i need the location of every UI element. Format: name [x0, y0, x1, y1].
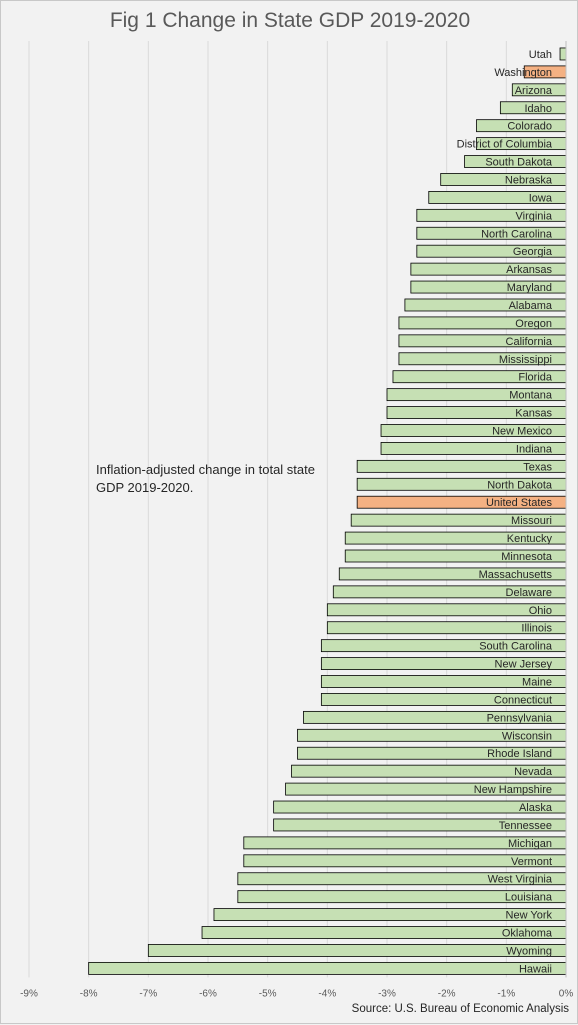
category-label: Washington [494, 67, 552, 79]
category-label: Arkansas [506, 264, 552, 276]
category-label: Virginia [516, 210, 553, 222]
x-tick-label: -2% [438, 988, 456, 999]
category-label: Nevada [514, 766, 553, 778]
category-label: New Jersey [495, 659, 553, 671]
x-tick-label: -4% [318, 988, 336, 999]
category-label: Connecticut [494, 694, 552, 706]
category-label: Maryland [507, 282, 552, 294]
category-label: Louisiana [505, 892, 553, 904]
category-label: Missouri [511, 515, 552, 527]
category-label: Indiana [516, 443, 553, 455]
category-label: South Dakota [485, 157, 553, 169]
category-label: Georgia [513, 246, 553, 258]
category-label: Idaho [524, 103, 552, 115]
category-label: Montana [509, 390, 553, 402]
bar [88, 961, 567, 975]
category-label: Massachusetts [479, 569, 553, 581]
category-label: Maine [522, 677, 552, 689]
x-tick-label: -1% [497, 988, 515, 999]
category-label: Kansas [515, 408, 552, 420]
x-tick-label: -8% [80, 988, 98, 999]
category-label: North Dakota [487, 479, 553, 491]
category-label: Iowa [529, 192, 553, 204]
category-label: Hawaii [519, 963, 552, 975]
category-label: Illinois [521, 623, 552, 635]
category-label: Colorado [507, 121, 552, 133]
category-label: Vermont [511, 856, 552, 868]
bar [147, 944, 567, 957]
category-label: Nebraska [505, 174, 553, 186]
category-label: New Mexico [492, 425, 552, 437]
category-label: Utah [529, 49, 552, 61]
x-tick-label: -5% [259, 988, 277, 999]
category-label: North Carolina [481, 228, 553, 240]
x-tick-label: -9% [20, 988, 38, 999]
category-label: Tennessee [499, 820, 552, 832]
category-label: California [506, 336, 553, 348]
category-label: New Hampshire [474, 784, 552, 796]
category-label: Wisconsin [502, 730, 552, 742]
category-label: United States [486, 497, 553, 509]
category-label: New York [506, 910, 553, 922]
source-note: Source: U.S. Bureau of Economic Analysis [351, 1003, 569, 1015]
x-tick-label: 0% [559, 988, 574, 999]
chart-annotation: Inflation-adjusted change in total state… [96, 462, 315, 495]
category-label: Kentucky [507, 533, 553, 545]
category-label: Oregon [515, 318, 552, 330]
category-label: Florida [518, 372, 553, 384]
chart-title: Fig 1 Change in State GDP 2019-2020 [109, 9, 471, 32]
category-label: Arizona [515, 85, 553, 97]
x-tick-label: -3% [378, 988, 396, 999]
category-label: Ohio [529, 605, 552, 617]
x-tick-label: -6% [199, 988, 217, 999]
category-label: Rhode Island [487, 748, 552, 760]
category-label: Delaware [506, 587, 552, 599]
category-label: Alabama [509, 300, 553, 312]
category-label: Michigan [508, 838, 552, 850]
bar [559, 47, 567, 61]
category-label: West Virginia [488, 874, 553, 886]
x-tick-label: -7% [139, 988, 157, 999]
category-label: District of Columbia [457, 139, 553, 151]
category-label: Alaska [519, 802, 553, 814]
category-label: Minnesota [501, 551, 553, 563]
category-label: Pennsylvania [487, 712, 553, 724]
category-label: Wyoming [506, 945, 552, 957]
category-label: South Carolina [479, 641, 553, 653]
category-label: Oklahoma [502, 928, 553, 940]
category-label: Mississippi [499, 354, 552, 366]
category-label: Texas [523, 461, 552, 473]
